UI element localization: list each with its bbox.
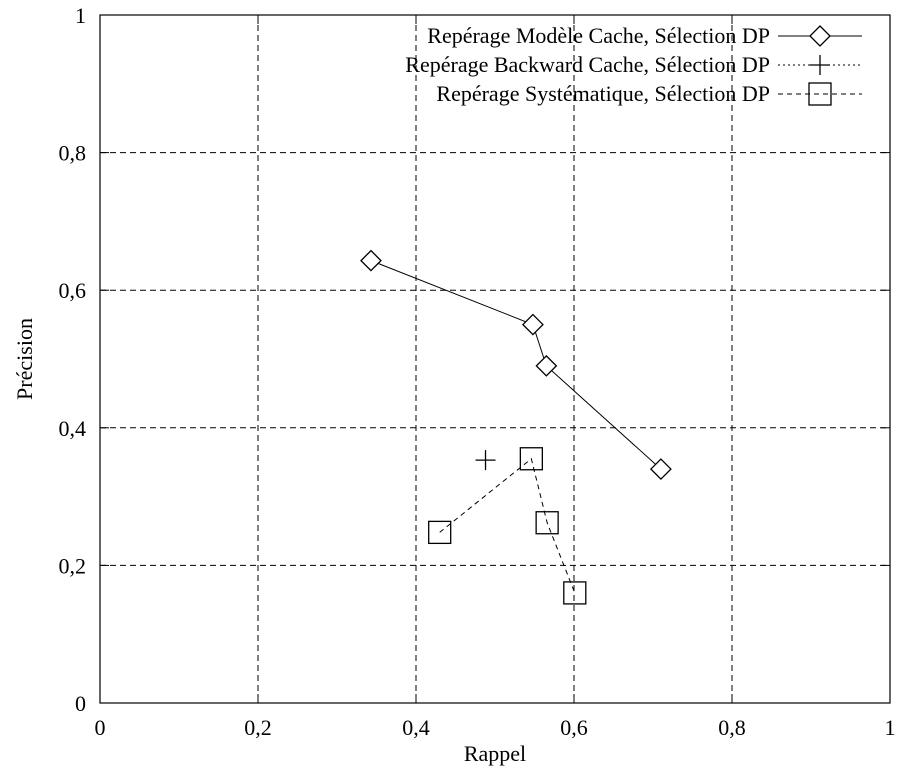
grid xyxy=(100,15,890,703)
series-line xyxy=(439,457,576,594)
square-marker xyxy=(428,520,452,545)
ticks: 0 0,2 0,4 0,6 0,8 1 0 0,2 0,4 0,6 0,8 1 xyxy=(59,3,896,740)
square-marker xyxy=(519,447,543,471)
x-axis-label: Rappel xyxy=(464,741,526,766)
plot-area xyxy=(99,14,891,704)
x-tick-label: 0 xyxy=(95,715,106,740)
x-tick-label: 0,2 xyxy=(244,715,272,740)
diamond-marker xyxy=(522,313,544,336)
legend-label: Repérage Backward Cache, Sélection DP xyxy=(405,52,770,77)
plus-marker xyxy=(810,55,830,75)
legend: Repérage Modèle Cache, Sélection DP Repér… xyxy=(405,23,862,106)
series-1 xyxy=(360,249,672,480)
series-line xyxy=(370,260,662,470)
x-tick-label: 0,4 xyxy=(402,715,430,740)
diamond-marker xyxy=(809,25,831,47)
series-3 xyxy=(428,447,587,605)
y-tick-label: 0,4 xyxy=(59,416,87,441)
x-tick-label: 0,6 xyxy=(560,715,588,740)
diamond-marker xyxy=(360,249,382,272)
series-layer xyxy=(360,249,672,605)
square-marker xyxy=(563,581,587,605)
y-tick-label: 0 xyxy=(75,691,86,716)
y-tick-label: 0,8 xyxy=(59,141,87,166)
diamond-marker xyxy=(535,354,558,377)
square-marker xyxy=(808,82,832,106)
x-tick-label: 1 xyxy=(885,715,896,740)
series-2 xyxy=(475,450,496,471)
legend-label: Repérage Modèle Cache, Sélection DP xyxy=(427,23,770,48)
x-tick-label: 0,8 xyxy=(718,715,746,740)
y-axis-label: Précision xyxy=(12,318,37,400)
diamond-marker xyxy=(649,458,672,480)
y-tick-label: 0,2 xyxy=(59,553,87,578)
legend-label: Repérage Systématique, Sélection DP xyxy=(436,81,770,106)
y-tick-label: 0,6 xyxy=(59,278,87,303)
y-tick-label: 1 xyxy=(75,3,86,28)
plus-marker xyxy=(475,450,496,471)
square-marker xyxy=(535,511,559,535)
